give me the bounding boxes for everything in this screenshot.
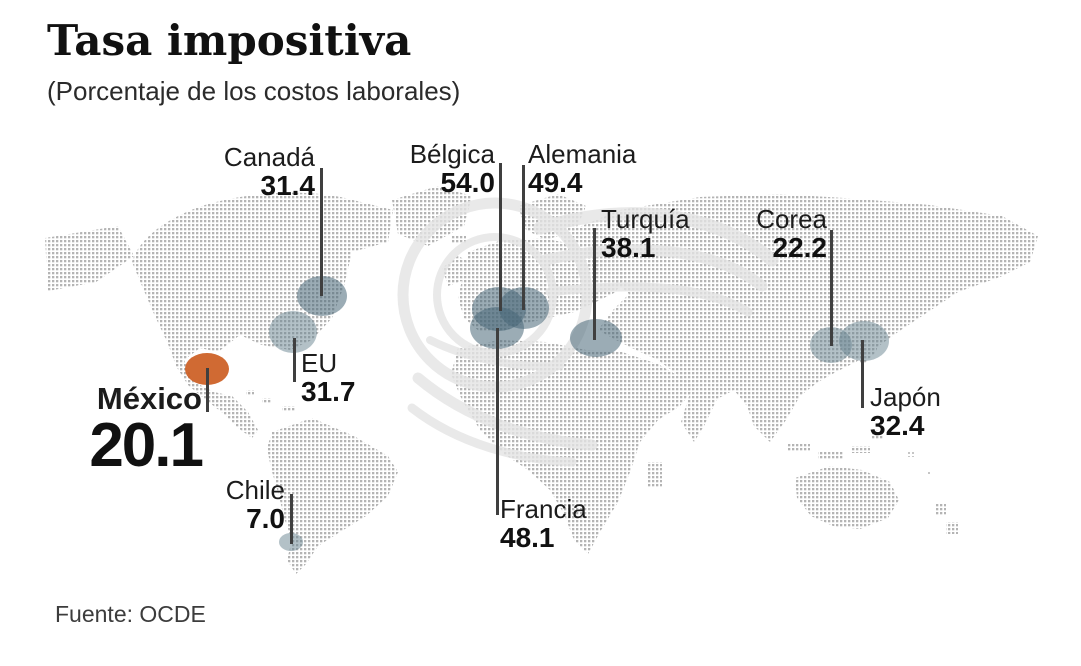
leader-line-alemania: [522, 165, 525, 310]
country-name: Francia: [500, 494, 587, 524]
leader-line-corea: [830, 230, 833, 346]
label-chile: Chile 7.0: [175, 477, 285, 533]
country-name: EU: [301, 348, 338, 378]
label-francia: Francia 48.1: [500, 496, 640, 552]
leader-line-eu: [293, 338, 296, 382]
leader-line-mexico: [206, 368, 209, 412]
leader-line-chile: [290, 494, 293, 544]
label-mexico: México 20.1: [55, 381, 204, 480]
label-belgica: Bélgica 54.0: [378, 141, 495, 197]
label-eu: EU 31.7: [301, 350, 391, 406]
eagle-watermark-icon: [397, 197, 779, 467]
country-name: Chile: [225, 475, 285, 505]
label-turquia: Turquía 38.1: [601, 206, 731, 262]
label-canada: Canadá 31.4: [195, 144, 315, 200]
label-japon: Japón 32.4: [870, 384, 990, 440]
bubble-japon: [839, 321, 889, 361]
source-note: Fuente: OCDE: [55, 601, 206, 627]
country-name: Canadá: [223, 142, 315, 172]
leader-line-francia: [496, 328, 499, 515]
country-value: 48.1: [500, 521, 555, 553]
country-value: 32.4: [870, 409, 925, 441]
country-name: Turquía: [601, 204, 690, 234]
country-name: Corea: [756, 204, 827, 234]
label-alemania: Alemania 49.4: [528, 141, 678, 197]
country-value: 22.2: [772, 231, 828, 263]
country-value: 31.7: [301, 375, 356, 407]
page-subtitle: (Porcentaje de los costos laborales): [47, 76, 461, 106]
country-name: Japón: [870, 382, 941, 412]
country-value: 54.0: [440, 166, 496, 198]
page-title: Tasa impositiva: [47, 16, 412, 65]
country-value: 49.4: [528, 166, 583, 198]
leader-line-belgica: [499, 163, 502, 311]
leader-line-canada: [320, 168, 323, 296]
country-value: 38.1: [601, 231, 656, 263]
leader-line-japon: [861, 340, 864, 408]
country-name: México: [96, 381, 202, 416]
bubble-turquia: [570, 319, 622, 357]
leader-line-turquia: [593, 228, 596, 340]
country-value: 20.1: [89, 410, 204, 480]
country-value: 31.4: [260, 169, 316, 201]
country-name: Alemania: [528, 139, 637, 169]
label-corea: Corea 22.2: [710, 206, 827, 262]
country-name: Bélgica: [409, 139, 495, 169]
country-value: 7.0: [246, 502, 285, 534]
